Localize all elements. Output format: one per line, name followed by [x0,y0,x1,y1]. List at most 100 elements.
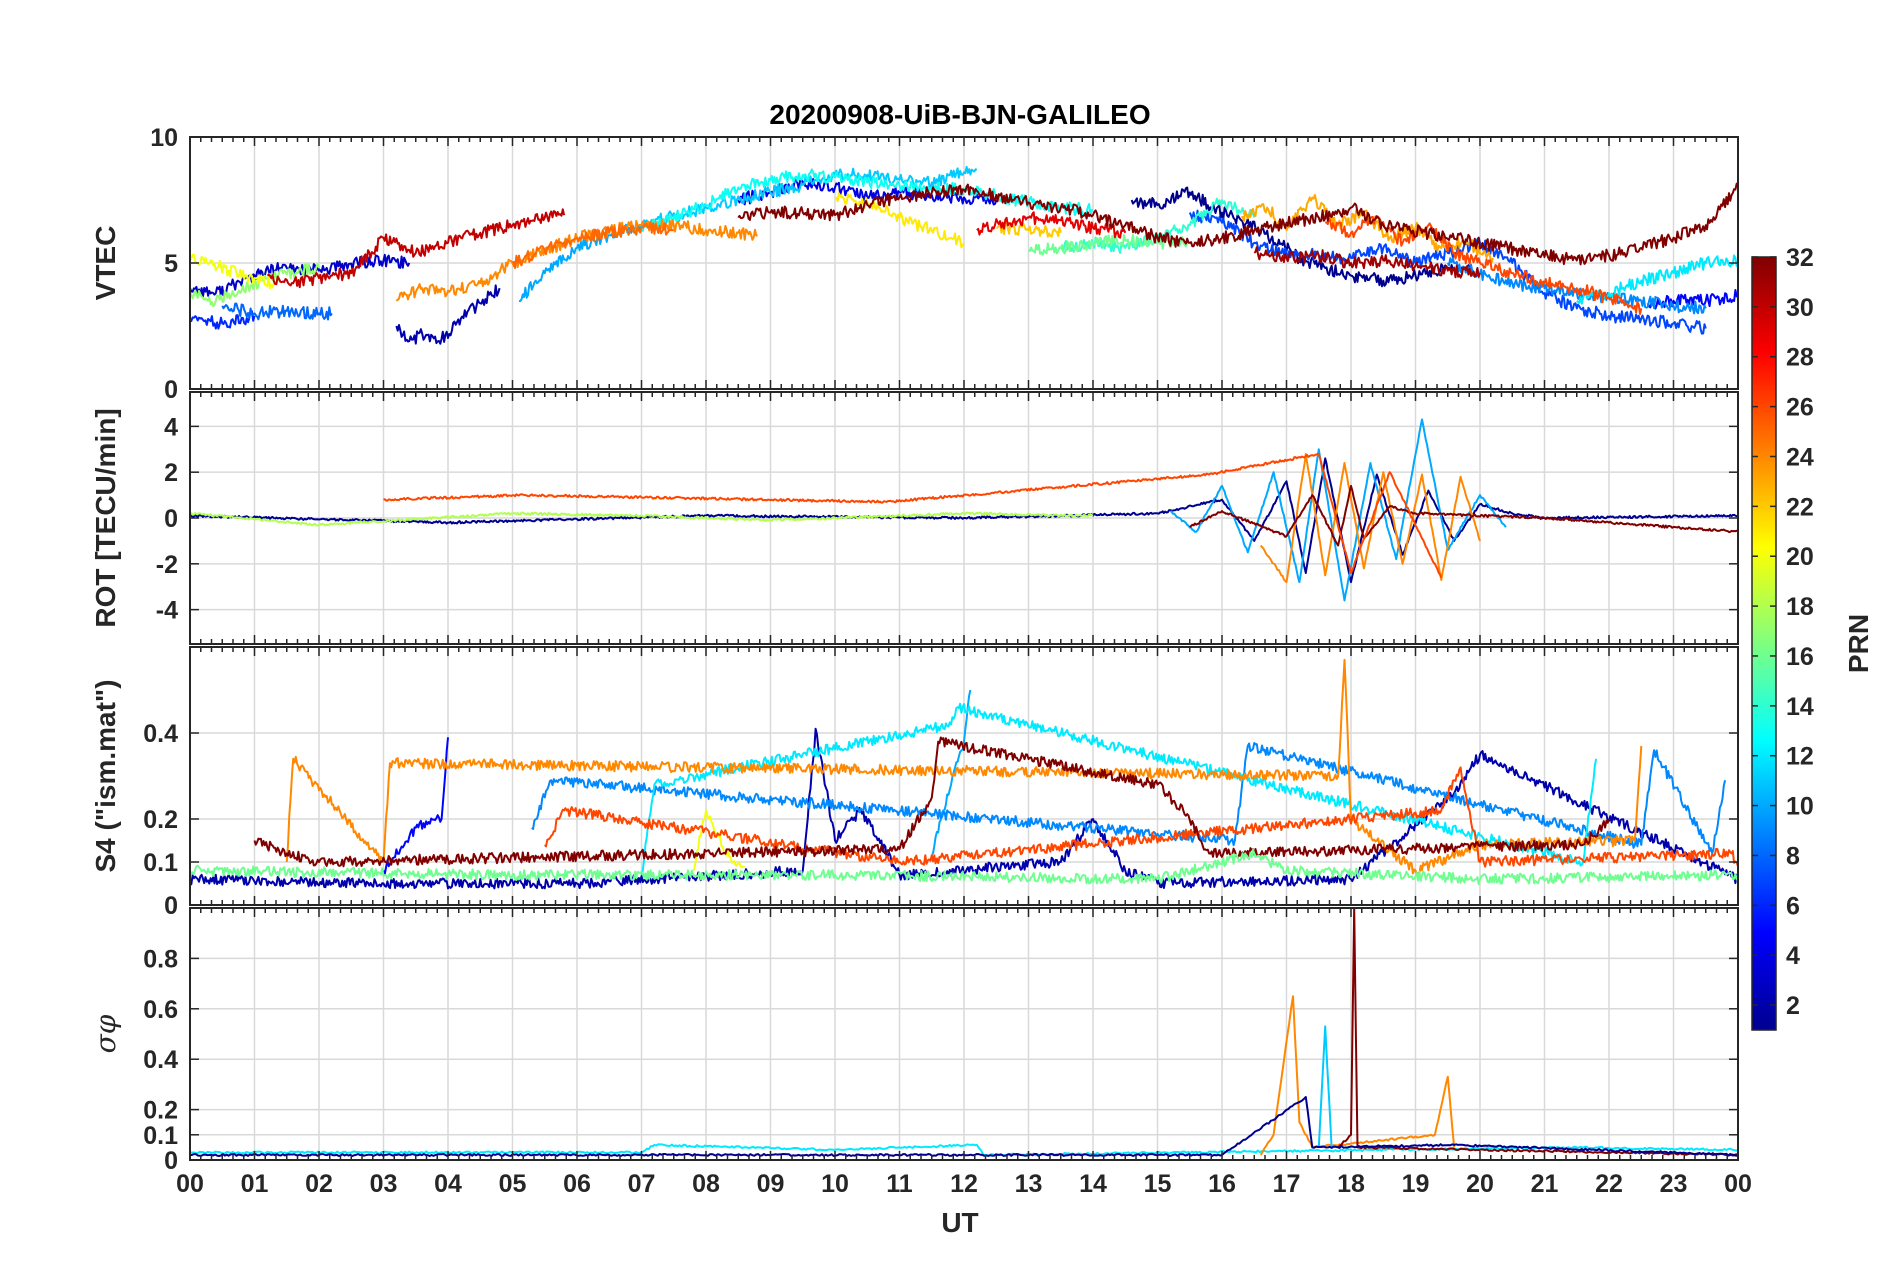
tick-label-y: 0.4 [143,1046,178,1074]
colorbar-tick-label: 10 [1786,793,1814,821]
colorbar-tick-label: 8 [1786,842,1800,870]
series-line-prn-30 [266,208,566,289]
series-line-prn-32 [253,736,1610,868]
tick-label-y: 0 [164,892,178,920]
colorbar-tick-label: 18 [1786,593,1814,621]
ylabel-s4: S4 ("ism.mat") [90,679,121,872]
series-line-prn-24 [1259,452,1481,584]
tick-label-y: 0.4 [143,720,178,748]
series-line-prn-11 [1317,1025,1333,1148]
tick-label-x: 05 [499,1170,527,1198]
colorbar-tick-label: 22 [1786,493,1814,521]
tick-label-y: -4 [156,597,178,625]
colorbar-tick-label: 30 [1786,294,1814,322]
ticks-vtec: 0 5 10 [150,124,1739,404]
tick-label-y: 0.6 [143,996,178,1024]
tick-label-y: 0 [164,1147,178,1175]
tick-label-y: 0 [164,505,178,533]
tick-label-x: 13 [1015,1170,1043,1198]
x-axis-label: UT [941,1207,978,1238]
series-line-prn-26 [543,766,1739,868]
series-line-prn-32 [1337,907,1739,1157]
colorbar-tick-label: 4 [1786,942,1800,970]
tick-label-y: 4 [164,413,178,441]
series-line-prn-16 [1028,234,1191,256]
series-line-prn-31 [1253,246,1481,279]
tick-label-y: 0.2 [143,1097,178,1125]
colorbar-tick-label: 6 [1786,892,1800,920]
tick-label-y: -2 [156,551,178,579]
tick-label-x: 18 [1337,1170,1365,1198]
series-line-prn-25 [511,221,674,269]
panel-s4: 0 0.1 0.2 0.4 S4 ("ism.mat") [90,646,1739,920]
tick-label-x: 12 [950,1170,978,1198]
tick-label-x: 02 [305,1170,333,1198]
tick-label-x: 15 [1144,1170,1172,1198]
tick-label-x: 20 [1466,1170,1494,1198]
tick-label-x: 08 [692,1170,720,1198]
panel-rot: -4 -2 0 2 4 ROT [TECU/min] [90,391,1739,645]
series-line-prn-1 [189,457,1739,584]
tick-label-x: 11 [886,1170,913,1198]
chart-title: 20200908-UiB-BJN-GALILEO [769,99,1150,130]
ylabel-s4-text: S4 ("ism.mat") [90,679,121,872]
tick-label-x: 19 [1402,1170,1430,1198]
ticks-rot: -4 -2 0 2 4 [156,392,1739,644]
tick-label-x: 16 [1208,1170,1236,1198]
colorbar-tick-label: 16 [1786,643,1814,671]
series-line-prn-24 [285,658,1643,876]
tick-label-x: 06 [563,1170,591,1198]
grid-rot [190,392,1738,644]
series-line-prn-7 [1188,209,1707,335]
series-line-prn-18 [189,511,1094,527]
ticks-sigma-phi: 00.10.2 0.4 0.6 0.8 [143,908,1739,1175]
tick-label-x: 01 [241,1170,269,1198]
tick-label-x: 10 [821,1170,849,1198]
tick-label-y: 2 [164,459,178,487]
series-vtec [189,165,1739,345]
series-line-prn-21 [834,192,965,249]
series-line-prn-32 [737,182,1739,266]
ticks-s4: 0 0.1 0.2 0.4 [143,647,1739,920]
colorbar-tick-label: 2 [1786,992,1800,1020]
series-line-prn-20 [189,253,275,290]
colorbar-tick-label: 28 [1786,344,1814,372]
series-line-prn-2 [395,284,501,345]
tick-label-x: 00 [176,1170,204,1198]
series-line-prn-5 [382,737,449,875]
tick-label-x: 09 [757,1170,785,1198]
tick-label-y: 0.2 [143,806,178,834]
panel-vtec: 0 5 10 VTEC [90,124,1739,404]
grid-vtec [190,137,1738,389]
series-line-prn-10 [1169,418,1507,602]
series-line-prn-10 [931,689,972,855]
grid-s4 [190,647,1738,905]
tick-label-y: 0.1 [143,1122,178,1150]
series-s4 [189,658,1739,890]
series-rot [189,418,1739,602]
colorbar-label: PRN [1843,614,1874,673]
series-line-prn-13 [641,168,1093,232]
tick-label-y: 5 [164,250,178,278]
grid-sigma-phi [190,908,1738,1160]
tick-label-x: 21 [1531,1170,1559,1198]
colorbar-tick-label: 20 [1786,543,1814,571]
series-line-prn-3 [189,253,411,298]
series-line-prn-8 [221,302,333,321]
colorbar-tick-label: 24 [1786,443,1814,471]
tick-label-x: 14 [1079,1170,1107,1198]
tick-label-y: 0.8 [143,945,178,973]
series-line-prn-16 [189,848,1739,886]
tick-label-x: 03 [370,1170,398,1198]
tick-label-y: 0.1 [143,849,178,877]
series-line-prn-6 [189,309,256,330]
series-line-prn-32 [1189,484,1739,547]
series-line-prn-9 [531,742,1727,855]
colorbar-gradient [1751,256,1777,1031]
x-axis: 00 01 02 03 04 05 06 07 08 09 10 11 12 13 14 15 16 17 18 19… [176,1170,1752,1198]
series-line-prn-29 [976,211,1127,239]
tick-label-y: 10 [150,124,178,152]
